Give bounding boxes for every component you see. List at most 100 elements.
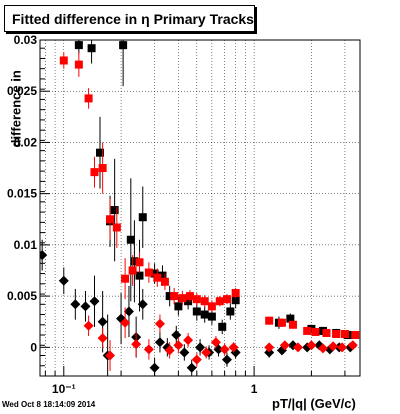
data-point <box>121 274 130 283</box>
x-axis-label: pT/|q| (GeV/c) <box>272 396 356 411</box>
y-axis-label: difference in <box>8 70 24 148</box>
data-point <box>84 94 93 103</box>
data-point <box>106 215 115 224</box>
data-point <box>128 266 137 275</box>
series-3 <box>83 307 358 371</box>
data-point <box>265 316 274 325</box>
data-point <box>123 306 134 317</box>
data-point <box>40 250 48 261</box>
data-point <box>306 340 317 351</box>
data-point <box>154 337 165 348</box>
data-point <box>332 330 341 338</box>
data-point <box>150 269 159 278</box>
x-tick-label: 10⁻¹ <box>52 382 76 396</box>
data-point <box>184 297 193 306</box>
data-point <box>201 347 212 358</box>
data-markers <box>40 40 360 376</box>
series-1 <box>59 52 360 340</box>
data-point <box>288 320 297 329</box>
data-point <box>164 345 175 356</box>
data-point <box>207 312 216 321</box>
y-tick-label: 0 <box>30 340 37 354</box>
y-tick-label: 0.02 <box>14 135 38 149</box>
series-0 <box>74 40 352 340</box>
data-point <box>160 277 169 286</box>
data-point <box>90 168 99 177</box>
y-tick-label: 0.015 <box>7 187 37 201</box>
data-point <box>171 330 182 341</box>
data-point <box>231 289 240 298</box>
data-point <box>179 347 190 358</box>
data-point <box>138 213 147 222</box>
data-point <box>98 164 107 173</box>
data-point <box>228 342 239 353</box>
data-point <box>173 340 184 351</box>
data-point <box>120 317 131 328</box>
data-point <box>174 302 183 311</box>
chart-title-box: Fitted difference in η Primary Tracks <box>4 5 255 32</box>
data-point <box>192 295 201 304</box>
data-point <box>137 299 148 310</box>
data-point <box>130 257 139 266</box>
data-point <box>222 295 231 304</box>
data-point <box>80 301 91 312</box>
data-point <box>279 340 290 351</box>
y-tick-label: 0.01 <box>14 238 38 252</box>
data-point <box>97 316 108 327</box>
data-point <box>226 307 235 316</box>
plot-frame <box>39 39 361 377</box>
data-point <box>218 322 227 331</box>
data-point <box>328 341 339 352</box>
data-point <box>186 362 197 373</box>
chart-title: Fitted difference in η Primary Tracks <box>12 11 254 27</box>
data-point <box>74 60 83 69</box>
data-point <box>59 56 68 65</box>
data-point <box>144 268 153 277</box>
data-point <box>97 333 108 344</box>
data-point <box>215 297 224 306</box>
data-point <box>135 258 144 267</box>
data-point <box>231 296 240 305</box>
data-point <box>307 324 316 333</box>
data-point <box>303 326 312 335</box>
data-point <box>149 362 160 373</box>
data-point <box>89 296 100 307</box>
data-point <box>131 339 142 350</box>
y-tick-label: 0.025 <box>7 84 37 98</box>
data-point <box>286 314 295 323</box>
data-point <box>74 41 83 50</box>
data-point <box>110 206 119 215</box>
y-axis-label-box: difference in <box>8 57 24 148</box>
data-point <box>221 354 232 365</box>
data-point <box>317 343 328 354</box>
data-point <box>311 327 320 336</box>
x-tick-label: 1 <box>251 382 258 396</box>
data-point <box>119 41 128 50</box>
data-point <box>200 297 209 306</box>
data-point <box>322 328 331 337</box>
data-point <box>178 294 187 303</box>
data-point <box>219 344 230 355</box>
data-point <box>170 292 179 301</box>
data-point <box>112 223 121 232</box>
data-point <box>351 331 360 340</box>
data-point <box>58 275 69 286</box>
data-point <box>195 342 206 353</box>
data-point <box>277 318 286 327</box>
y-tick-label: 0.03 <box>14 33 38 47</box>
data-point <box>207 302 216 311</box>
data-point <box>165 292 174 301</box>
data-point <box>340 330 349 338</box>
series-2 <box>40 239 356 376</box>
data-point <box>185 292 194 301</box>
data-point <box>200 310 209 319</box>
data-point <box>126 235 135 244</box>
data-point <box>210 337 221 348</box>
data-point <box>70 299 81 310</box>
data-point <box>96 148 105 157</box>
data-point <box>135 271 144 280</box>
data-point <box>154 318 165 329</box>
y-tick-label: 0.005 <box>7 289 37 303</box>
data-point <box>337 342 348 353</box>
